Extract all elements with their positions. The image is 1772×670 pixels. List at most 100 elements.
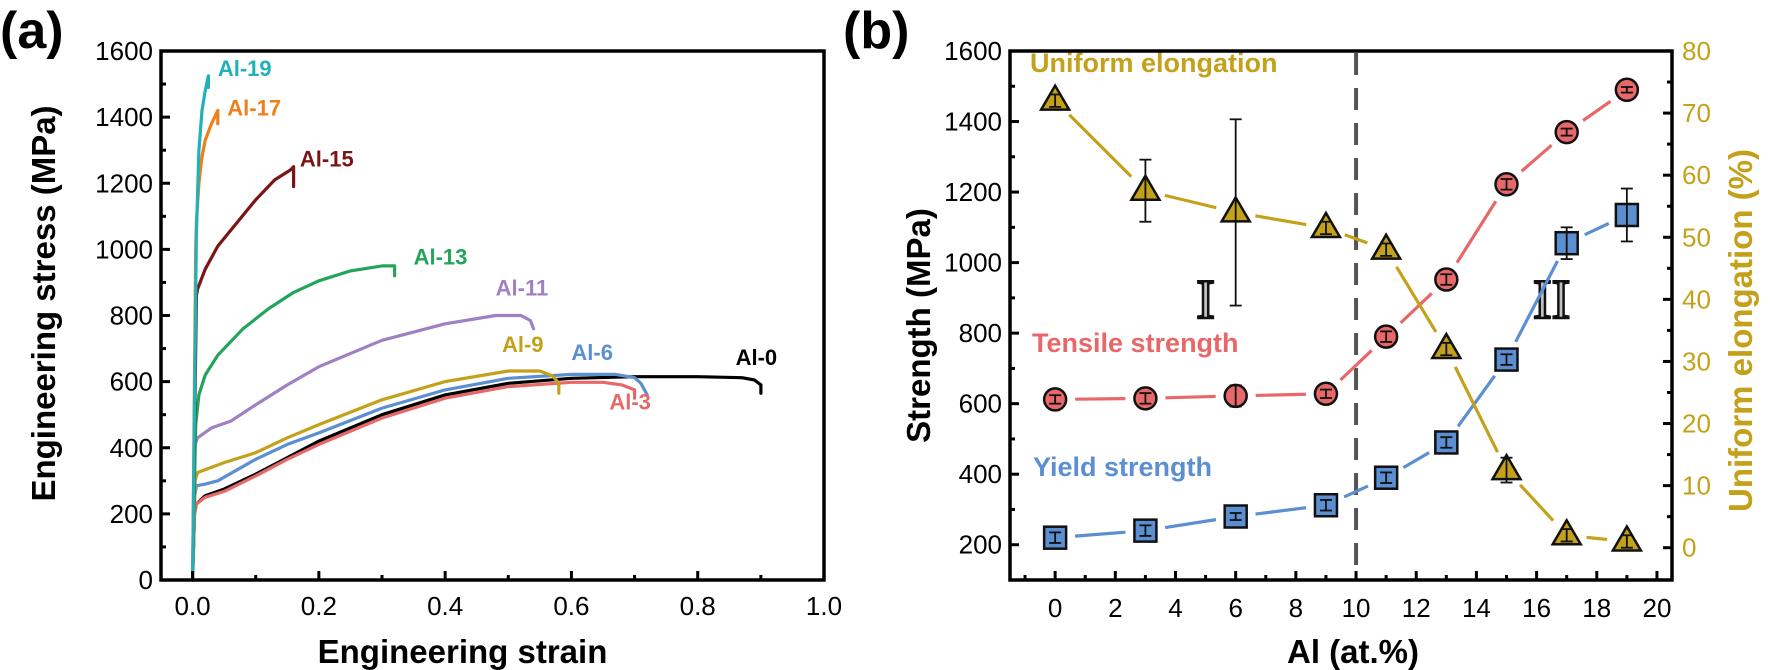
- panel-b-label: (b): [843, 2, 909, 60]
- series-line-segment: [1584, 222, 1610, 237]
- data-point: [1129, 158, 1162, 223]
- x-axis-ticks-b: 0 2 4 6 8 10 12 14 16 18 20: [1023, 571, 1671, 623]
- y-right-tick-label: 0: [1682, 533, 1696, 563]
- tensile-strength-label: Tensile strength: [1032, 328, 1239, 358]
- x-tick-label: 12: [1402, 593, 1431, 623]
- curve-label-al-9: Al-9: [502, 332, 544, 357]
- series-tensile-strength: [1042, 77, 1640, 412]
- data-point: [1133, 518, 1158, 543]
- y-axis-ticks-a: 0 200 400 600 800 1000 1200 1400 1600: [95, 36, 170, 595]
- series-line-segment: [1399, 292, 1433, 325]
- series-line-segment: [1402, 451, 1430, 469]
- series-line-segment: [1164, 193, 1217, 210]
- data-point: [1373, 324, 1399, 349]
- series-line-segment: [1074, 530, 1126, 538]
- data-point: [1494, 347, 1519, 372]
- data-point: [1313, 381, 1339, 407]
- data-point: [1223, 383, 1248, 409]
- curve-al-11: [191, 313, 536, 582]
- data-point: [1223, 504, 1248, 529]
- y-tick-label: 1400: [95, 102, 153, 132]
- y-axis-right-ticks-b: 0 10 20 30 40 50 60 70 80: [1663, 36, 1711, 563]
- y-right-tick-label: 50: [1682, 222, 1711, 252]
- series-line-segment: [1344, 233, 1368, 245]
- data-point: [1309, 210, 1343, 239]
- data-point: [1614, 187, 1640, 243]
- plot-frame-b: [1008, 49, 1674, 582]
- y-tick-label: 1600: [944, 36, 1002, 66]
- series-line-segment: [1068, 113, 1133, 178]
- y-tick-label: 1200: [95, 168, 153, 198]
- curve-labels: Al-0 Al-3 Al-6 Al-9 Al-11 Al-13 Al-15 Al-17 Al-1…: [218, 56, 777, 415]
- x-tick-label: 0.2: [301, 591, 337, 621]
- y-right-tick-label: 40: [1682, 284, 1711, 314]
- data-point: [1494, 172, 1519, 197]
- y-right-tick-label: 60: [1682, 160, 1711, 190]
- curve-label-al-19: Al-19: [218, 56, 272, 81]
- series-line-segment: [1164, 518, 1217, 530]
- curve-label-al-17: Al-17: [227, 95, 281, 120]
- y-axis-title-b: Strength (MPa): [900, 208, 937, 443]
- series-line-segment: [1075, 397, 1126, 401]
- x-tick-label: 8: [1289, 593, 1303, 623]
- y-right-tick-label: 80: [1682, 36, 1711, 66]
- series-line-segment: [1395, 265, 1438, 333]
- data-point: [1550, 517, 1583, 546]
- yield-strength-label: Yield strength: [1033, 452, 1212, 482]
- series-line-segment: [1514, 260, 1559, 343]
- y-tick-label: 600: [959, 389, 1002, 419]
- y-tick-label: 600: [110, 367, 153, 397]
- x-tick-label: 0: [1048, 593, 1062, 623]
- data-point: [1133, 386, 1158, 411]
- x-axis-title-b: Al (at.%): [1287, 633, 1419, 670]
- curve-al-0: [191, 375, 763, 582]
- x-tick-label: 14: [1462, 593, 1491, 623]
- x-tick-label: 4: [1168, 593, 1182, 623]
- series-line-segment: [1453, 366, 1500, 453]
- panel-a-label: (a): [0, 2, 64, 60]
- data-point: [1369, 232, 1403, 260]
- panel-b-strength-vs-al: (b) I II Uniform elongation Tensile stre…: [843, 2, 1759, 670]
- data-point: [1042, 387, 1068, 412]
- x-tick-label: 18: [1582, 593, 1611, 623]
- series-line-segment: [1165, 394, 1216, 400]
- data-point: [1610, 524, 1644, 552]
- y-axis-title-a: Engineering stress (MPa): [25, 105, 62, 501]
- curve-al-19: [191, 74, 210, 582]
- x-tick-label: 6: [1228, 593, 1242, 623]
- data-point: [1219, 118, 1252, 307]
- y-right-tick-label: 20: [1682, 409, 1711, 439]
- y-tick-label: 1600: [95, 36, 153, 66]
- x-tick-label: 10: [1342, 593, 1371, 623]
- x-tick-label: 20: [1642, 593, 1671, 623]
- series-line-segment: [1518, 483, 1555, 522]
- y-tick-label: 800: [959, 318, 1002, 348]
- y-tick-label: 1200: [944, 177, 1002, 207]
- data-point: [1430, 331, 1463, 360]
- region-i-label: I: [1196, 269, 1215, 331]
- data-point: [1434, 267, 1459, 292]
- y-axis-ticks-b: 200 400 600 800 1000 1200 1400 1600: [944, 36, 1019, 582]
- series-line-segment: [1582, 99, 1612, 122]
- y-tick-label: 800: [110, 301, 153, 331]
- y-tick-label: 0: [139, 565, 153, 595]
- y-right-tick-label: 30: [1682, 346, 1711, 376]
- x-tick-label: 0.0: [174, 591, 210, 621]
- data-point: [1434, 430, 1459, 455]
- series-line-segment: [1343, 484, 1369, 499]
- y-tick-label: 400: [110, 433, 153, 463]
- curve-label-al-0: Al-0: [736, 345, 778, 370]
- curve-al-9: [191, 369, 561, 582]
- y-tick-label: 1400: [944, 107, 1002, 137]
- data-point: [1614, 77, 1640, 103]
- curve-label-al-15: Al-15: [300, 147, 354, 172]
- x-tick-label: 2: [1108, 593, 1122, 623]
- curve-label-al-13: Al-13: [414, 244, 468, 269]
- stress-strain-curves: [191, 74, 763, 582]
- series-line-segment: [1339, 349, 1373, 382]
- x-tick-label: 0.6: [553, 591, 589, 621]
- y-tick-label: 1000: [944, 248, 1002, 278]
- y-right-tick-label: 70: [1682, 98, 1711, 128]
- data-point: [1373, 465, 1399, 490]
